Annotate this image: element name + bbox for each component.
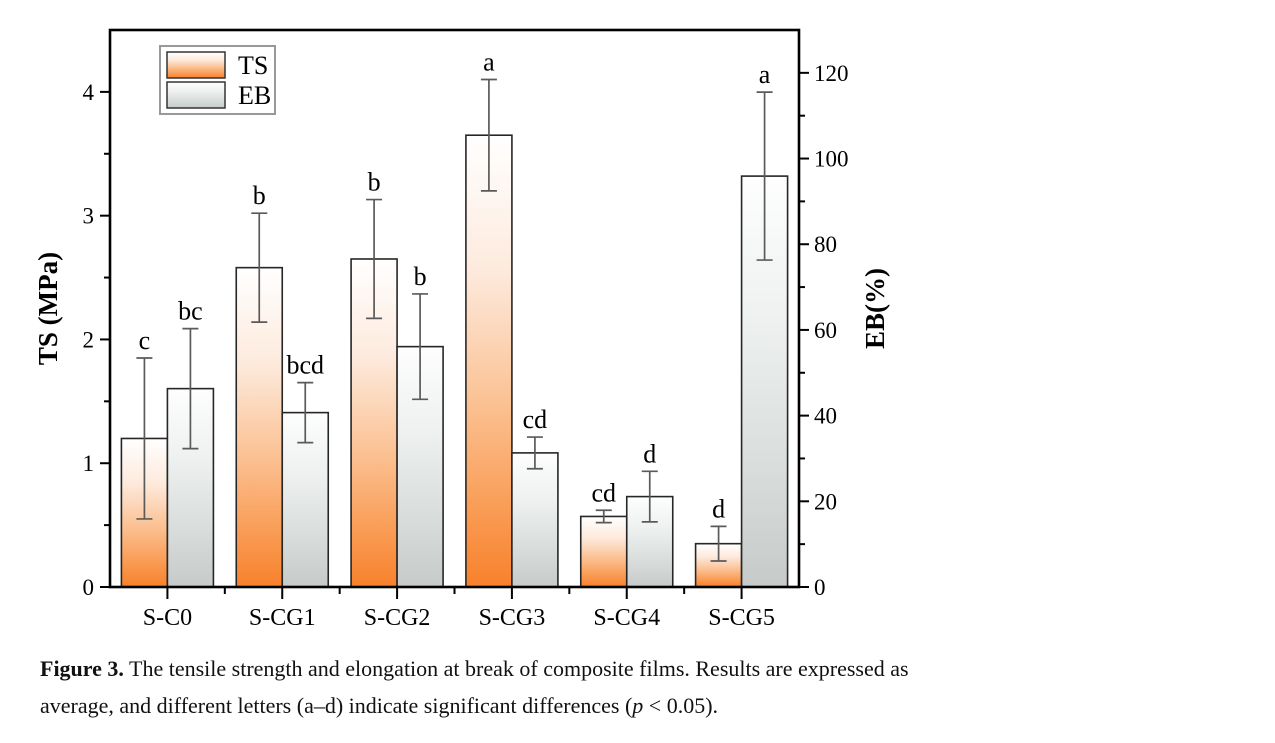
left-tick-label: 1 [83, 451, 95, 476]
sig-letter-eb-S-CG2: b [414, 262, 427, 291]
left-tick-label: 2 [83, 327, 95, 352]
error-bar-eb-S-CG1 [297, 381, 314, 444]
legend-label-eb: EB [238, 81, 271, 110]
right-tick-label: 100 [814, 147, 849, 172]
error-bar-eb-S-CG4 [641, 470, 658, 523]
caption-text: The tensile strength and elongation at b… [123, 656, 909, 681]
error-bar-ts-S-CG5 [710, 525, 727, 562]
bar-ts-S-CG3 [465, 134, 513, 588]
x-category-label-S-CG1: S-CG1 [249, 605, 316, 631]
caption-line: average, and different letters (a–d) ind… [40, 687, 1250, 724]
left-tick-label: 0 [83, 575, 95, 600]
error-bar-ts-S-CG4 [595, 509, 612, 524]
sig-letter-ts-S-CG2: b [368, 168, 381, 197]
x-category-label-S-CG2: S-CG2 [364, 605, 431, 631]
x-category-label-S-CG5: S-CG5 [708, 605, 775, 631]
right-tick-label: 40 [814, 404, 837, 429]
right-axis-title: EB(%) [860, 268, 890, 349]
error-bar-ts-S-C0 [136, 357, 153, 520]
sig-letter-eb-S-C0: bc [178, 297, 203, 326]
legend-label-ts: TS [238, 51, 268, 80]
right-tick-label: 0 [814, 575, 826, 600]
bar-ts-S-CG4 [579, 515, 628, 588]
error-bar-ts-S-CG3 [480, 78, 497, 192]
error-bar-eb-S-CG5 [756, 91, 773, 261]
bar-chart: cbcbbcdbbacdcddda01234020406080100120S-C… [33, 28, 890, 631]
x-category-label-S-C0: S-C0 [143, 605, 192, 631]
error-bar-ts-S-CG2 [366, 198, 383, 320]
error-bar-eb-S-C0 [182, 327, 199, 450]
sig-letter-eb-S-CG4: d [643, 439, 656, 468]
figure-caption: Figure 3. The tensile strength and elong… [40, 650, 1250, 724]
caption-text: p [632, 693, 644, 718]
bar-eb-S-CG3 [511, 452, 559, 588]
x-category-label-S-CG4: S-CG4 [593, 605, 660, 631]
right-tick-label: 60 [814, 318, 837, 343]
sig-letter-ts-S-C0: c [139, 326, 151, 355]
legend-swatch-ts [166, 51, 226, 79]
caption-text: average, and different letters (a–d) ind… [40, 693, 633, 718]
left-tick-label: 3 [83, 204, 95, 229]
sig-letter-ts-S-CG3: a [483, 48, 495, 77]
sig-letter-ts-S-CG4: cd [591, 478, 616, 507]
caption-line: Figure 3. The tensile strength and elong… [40, 650, 1250, 687]
sig-letter-eb-S-CG5: a [759, 60, 771, 89]
sig-letter-eb-S-CG1: bcd [286, 351, 324, 380]
left-tick-label: 4 [83, 80, 95, 105]
caption-text: < 0.05). [643, 693, 719, 718]
error-bar-eb-S-CG3 [526, 436, 543, 470]
caption-figure-label: Figure 3. [40, 656, 124, 681]
sig-letter-ts-S-CG5: d [712, 494, 725, 523]
left-axis-title: TS (MPa) [33, 252, 63, 365]
x-category-label-S-CG3: S-CG3 [479, 605, 546, 631]
legend-swatch-eb [166, 81, 226, 109]
bar-eb-S-CG1 [281, 411, 330, 588]
right-tick-label: 80 [814, 232, 837, 257]
sig-letter-ts-S-CG1: b [253, 181, 266, 210]
error-bar-ts-S-CG1 [251, 212, 268, 323]
right-tick-label: 20 [814, 489, 837, 514]
error-bar-eb-S-CG2 [412, 293, 429, 401]
right-tick-label: 120 [814, 61, 849, 86]
sig-letter-eb-S-CG3: cd [523, 405, 548, 434]
